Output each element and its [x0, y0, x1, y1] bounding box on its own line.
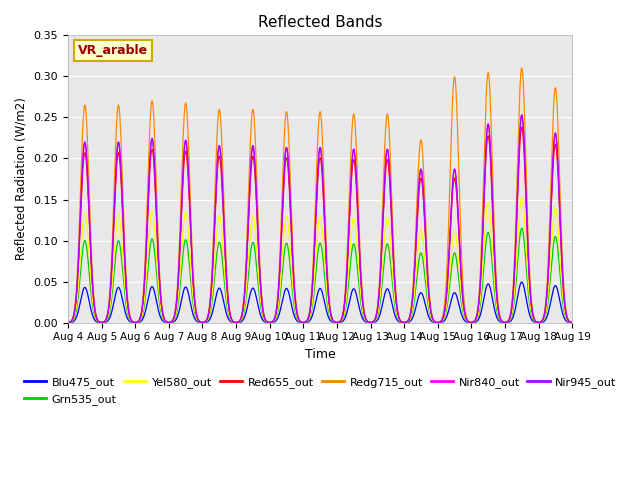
- Nir945_out: [166, 319, 174, 325]
- Grn535_out: [172, 313, 180, 319]
- Line: Red655_out: Red655_out: [68, 127, 572, 323]
- Red655_out: [566, 319, 574, 325]
- Nir945_out: [253, 200, 260, 205]
- Redg715_out: [166, 319, 174, 325]
- Red655_out: [568, 320, 576, 325]
- Grn535_out: [568, 320, 576, 325]
- Legend: Blu475_out, Grn535_out, Yel580_out, Red655_out, Redg715_out, Nir840_out, Nir945_: Blu475_out, Grn535_out, Yel580_out, Red6…: [19, 373, 621, 409]
- Redg715_out: [253, 175, 260, 181]
- Nir840_out: [389, 252, 397, 257]
- X-axis label: Time: Time: [305, 348, 335, 361]
- Yel580_out: [64, 320, 72, 325]
- Nir840_out: [568, 320, 576, 325]
- Blu475_out: [568, 320, 576, 325]
- Nir945_out: [389, 252, 397, 257]
- Line: Nir840_out: Nir840_out: [68, 115, 572, 323]
- Yel580_out: [566, 320, 574, 325]
- Red655_out: [64, 320, 72, 325]
- Line: Blu475_out: Blu475_out: [68, 282, 572, 323]
- Nir945_out: [518, 112, 525, 118]
- Blu475_out: [253, 296, 260, 302]
- Nir945_out: [461, 311, 468, 316]
- Grn535_out: [166, 320, 174, 325]
- Nir840_out: [518, 112, 525, 118]
- Red655_out: [166, 319, 174, 325]
- Line: Redg715_out: Redg715_out: [68, 68, 572, 323]
- Nir945_out: [64, 320, 72, 325]
- Line: Grn535_out: Grn535_out: [68, 228, 572, 323]
- Yel580_out: [166, 320, 174, 325]
- Nir840_out: [566, 319, 574, 325]
- Redg715_out: [172, 302, 180, 308]
- Blu475_out: [518, 279, 525, 285]
- Grn535_out: [64, 320, 72, 325]
- Nir945_out: [566, 319, 574, 325]
- Red655_out: [518, 124, 525, 130]
- Y-axis label: Reflected Radiation (W/m2): Reflected Radiation (W/m2): [15, 97, 28, 261]
- Red655_out: [172, 306, 180, 312]
- Line: Nir945_out: Nir945_out: [68, 115, 572, 323]
- Redg715_out: [64, 320, 72, 325]
- Nir840_out: [461, 311, 468, 316]
- Grn535_out: [461, 315, 468, 321]
- Nir945_out: [568, 320, 576, 325]
- Blu475_out: [389, 306, 397, 312]
- Nir840_out: [253, 200, 260, 205]
- Grn535_out: [566, 320, 574, 325]
- Nir945_out: [172, 305, 180, 311]
- Line: Yel580_out: Yel580_out: [68, 197, 572, 323]
- Nir840_out: [166, 319, 174, 325]
- Grn535_out: [518, 226, 525, 231]
- Blu475_out: [166, 320, 174, 325]
- Red655_out: [389, 255, 397, 261]
- Blu475_out: [461, 318, 468, 324]
- Nir840_out: [64, 320, 72, 325]
- Text: VR_arable: VR_arable: [78, 44, 148, 57]
- Title: Reflected Bands: Reflected Bands: [258, 15, 382, 30]
- Blu475_out: [64, 320, 72, 325]
- Blu475_out: [566, 320, 574, 325]
- Redg715_out: [518, 65, 525, 71]
- Yel580_out: [253, 247, 260, 253]
- Yel580_out: [461, 314, 468, 320]
- Grn535_out: [253, 265, 260, 271]
- Redg715_out: [389, 238, 397, 243]
- Redg715_out: [568, 320, 576, 325]
- Red655_out: [253, 207, 260, 213]
- Redg715_out: [461, 305, 468, 311]
- Blu475_out: [172, 317, 180, 323]
- Grn535_out: [389, 288, 397, 294]
- Red655_out: [461, 311, 468, 317]
- Redg715_out: [566, 319, 574, 325]
- Yel580_out: [568, 320, 576, 325]
- Yel580_out: [518, 194, 525, 200]
- Yel580_out: [389, 278, 397, 284]
- Nir840_out: [172, 305, 180, 311]
- Yel580_out: [172, 311, 180, 317]
